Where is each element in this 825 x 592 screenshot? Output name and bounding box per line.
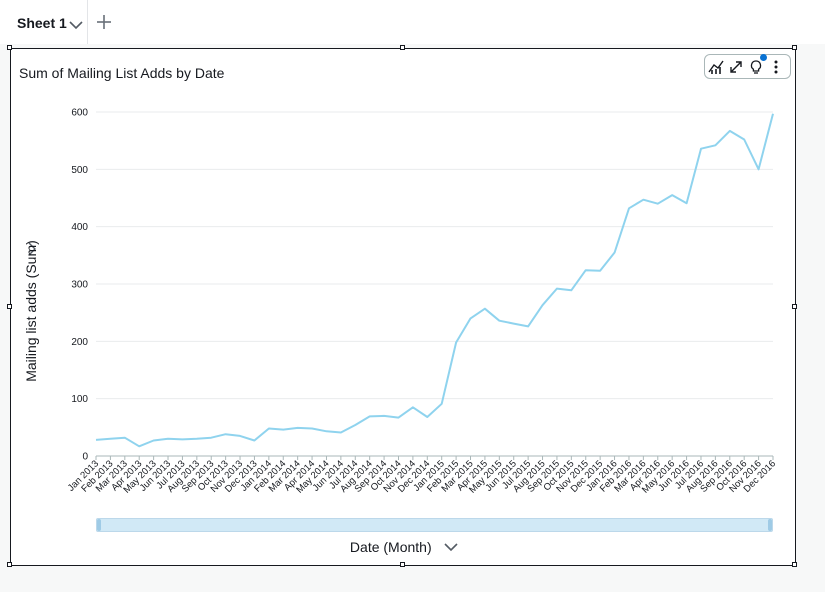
- data-point: [382, 413, 387, 418]
- line-chart-visual[interactable]: Sum of Mailing List Adds by Date Mailing…: [7, 45, 797, 567]
- series-line: [95, 113, 774, 448]
- data-point: [166, 436, 171, 441]
- data-point: [569, 288, 574, 293]
- data-point: [684, 201, 689, 206]
- data-point: [540, 303, 545, 308]
- add-sheet-icon[interactable]: [96, 14, 112, 35]
- data-point: [410, 405, 415, 410]
- more-menu-icon[interactable]: [771, 59, 781, 80]
- chevron-down-icon[interactable]: [69, 17, 83, 35]
- visual-type-icon[interactable]: [708, 59, 724, 80]
- data-point: [324, 429, 329, 434]
- resize-handle[interactable]: [792, 562, 797, 567]
- resize-handle[interactable]: [7, 304, 12, 309]
- y-tick-label: 0: [82, 452, 88, 463]
- data-point: [266, 426, 271, 431]
- data-point: [223, 432, 228, 437]
- data-point: [598, 268, 603, 273]
- resize-handle[interactable]: [400, 45, 405, 50]
- data-point: [151, 438, 156, 443]
- data-point: [367, 414, 372, 419]
- y-tick-label: 200: [71, 337, 88, 348]
- data-point: [94, 437, 99, 442]
- data-point: [396, 415, 401, 420]
- data-point: [698, 146, 703, 151]
- data-point: [713, 143, 718, 148]
- data-point: [583, 268, 588, 273]
- tab-label: Sheet 1: [17, 15, 67, 31]
- visual-title: Sum of Mailing List Adds by Date: [19, 65, 225, 81]
- data-point: [468, 316, 473, 321]
- visual-toolbar: [704, 54, 791, 79]
- scrollbar-right-handle[interactable]: [768, 519, 772, 531]
- tab-sheet-1[interactable]: Sheet 1: [0, 0, 88, 44]
- resize-handle[interactable]: [792, 45, 797, 50]
- x-axis-label[interactable]: Date (Month): [349, 539, 432, 556]
- data-point: [454, 340, 459, 345]
- y-tick-label: 500: [71, 165, 88, 176]
- y-tick-label: 300: [71, 280, 88, 291]
- data-point: [238, 433, 243, 438]
- data-point: [252, 438, 257, 443]
- data-point: [554, 286, 559, 291]
- data-point: [137, 444, 142, 449]
- data-point: [194, 436, 199, 441]
- data-point: [641, 197, 646, 202]
- data-point: [511, 321, 516, 326]
- data-point: [281, 427, 286, 432]
- data-point: [626, 206, 631, 211]
- data-point: [670, 193, 675, 198]
- data-point: [497, 318, 502, 323]
- data-point: [612, 250, 617, 255]
- data-point: [425, 415, 430, 420]
- resize-handle[interactable]: [7, 45, 12, 50]
- resize-handle[interactable]: [7, 562, 12, 567]
- data-point: [122, 435, 127, 440]
- data-point: [727, 128, 732, 133]
- data-point: [353, 423, 358, 428]
- data-point: [439, 401, 444, 406]
- data-point: [771, 111, 776, 116]
- data-point: [180, 437, 185, 442]
- data-point: [295, 425, 300, 430]
- scrollbar-left-handle[interactable]: [97, 519, 101, 531]
- data-point: [756, 167, 761, 172]
- sheet-tab-bar: Sheet 1: [0, 0, 825, 45]
- data-point: [310, 426, 315, 431]
- resize-handle[interactable]: [792, 304, 797, 309]
- notification-dot: [760, 54, 767, 61]
- y-tick-label: 100: [71, 394, 88, 405]
- y-tick-label: 600: [71, 108, 88, 119]
- data-point: [655, 201, 660, 206]
- data-point: [338, 430, 343, 435]
- x-axis-label-wrap: Date (Month): [11, 539, 797, 557]
- chevron-right-icon[interactable]: [27, 242, 37, 261]
- data-point: [526, 324, 531, 329]
- y-tick-label: 400: [71, 222, 88, 233]
- data-point: [742, 137, 747, 142]
- data-point: [108, 436, 113, 441]
- data-point: [209, 435, 214, 440]
- chevron-down-icon[interactable]: [444, 539, 458, 557]
- horizontal-scrollbar[interactable]: [96, 518, 773, 532]
- expand-icon[interactable]: [728, 59, 744, 80]
- resize-handle[interactable]: [400, 562, 405, 567]
- data-point: [482, 306, 487, 311]
- insights-lightbulb-icon[interactable]: [748, 59, 764, 80]
